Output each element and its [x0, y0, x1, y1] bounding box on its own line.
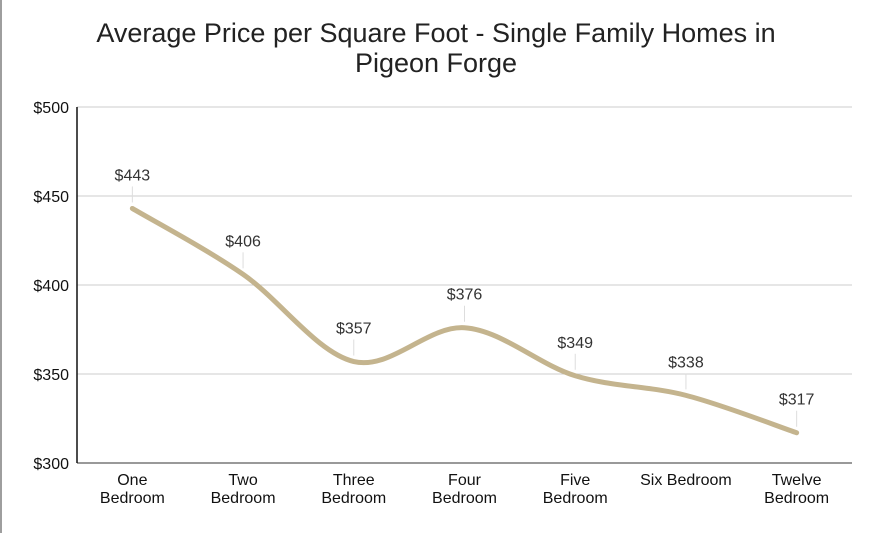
- data-label: $406: [225, 233, 261, 250]
- x-tick-label: Bedroom: [764, 490, 829, 507]
- data-label: $357: [336, 321, 372, 338]
- y-tick-label: $350: [33, 367, 69, 384]
- x-tick-label: Two: [228, 472, 257, 489]
- x-tick-label: Five: [560, 472, 590, 489]
- x-tick-label: Bedroom: [432, 490, 497, 507]
- chart-title-line-2: Pigeon Forge: [354, 48, 518, 78]
- data-label: $338: [668, 354, 704, 371]
- chart-title-line-1: Average Price per Square Foot - Single F…: [96, 18, 776, 48]
- data-label: $317: [779, 392, 815, 409]
- x-tick-label: Bedroom: [211, 490, 276, 507]
- data-label: $443: [115, 167, 151, 184]
- x-tick-label: Bedroom: [543, 490, 608, 507]
- y-tick-label: $300: [33, 456, 69, 473]
- y-tick-label: $500: [33, 100, 69, 117]
- x-tick-label: Bedroom: [321, 490, 386, 507]
- x-tick-label: One: [117, 472, 147, 489]
- data-label: $376: [447, 287, 483, 304]
- x-tick-label: Six Bedroom: [640, 472, 732, 489]
- y-tick-label: $450: [33, 189, 69, 206]
- data-label: $349: [557, 335, 593, 352]
- x-tick-label: Three: [333, 472, 375, 489]
- chart-title: Average Price per Square Foot - Single F…: [0, 18, 872, 78]
- x-tick-label: Four: [448, 472, 482, 489]
- x-tick-label: Bedroom: [100, 490, 165, 507]
- x-tick-label: Twelve: [772, 472, 822, 489]
- y-tick-label: $400: [33, 278, 69, 295]
